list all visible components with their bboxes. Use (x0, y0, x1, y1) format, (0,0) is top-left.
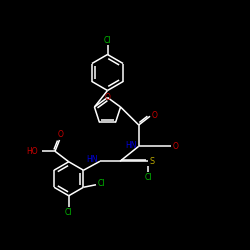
Text: O: O (104, 93, 110, 102)
Text: O: O (58, 130, 64, 139)
Text: Cl: Cl (144, 173, 152, 182)
Text: HN: HN (125, 140, 136, 149)
Text: S: S (150, 157, 154, 166)
Text: Cl: Cl (98, 179, 105, 188)
Text: O: O (151, 110, 157, 120)
Text: HO: HO (27, 147, 38, 156)
Text: O: O (173, 142, 179, 151)
Text: HN: HN (86, 156, 98, 164)
Text: Cl: Cl (65, 208, 72, 217)
Text: Cl: Cl (104, 36, 111, 45)
